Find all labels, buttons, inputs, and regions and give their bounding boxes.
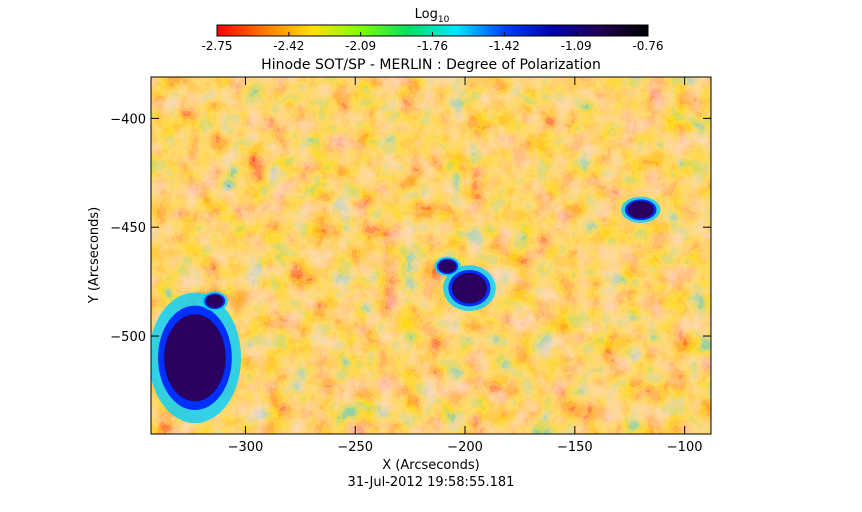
- colorbar-tick-label: -2.42: [273, 39, 304, 53]
- y-axis-label: Y (Arcseconds): [87, 207, 102, 304]
- colorbar-tick-label: -0.76: [632, 39, 663, 53]
- x-tick-label: −300: [228, 440, 264, 455]
- spot-umbra: [627, 201, 654, 219]
- sunspot-group: [151, 196, 661, 424]
- colorbar-tick-label: -2.75: [201, 39, 232, 53]
- spot-umbra: [205, 294, 224, 308]
- colorbar-tick-label: -1.76: [417, 39, 448, 53]
- y-tick-label: −400: [110, 112, 146, 127]
- x-axis: −300 −250 −200 −150 −100: [228, 77, 703, 455]
- colorbar-tick-label: -1.09: [561, 39, 592, 53]
- spot-umbra: [451, 272, 487, 304]
- colorbar-tick-label: -1.42: [489, 39, 520, 53]
- polarization-image: [151, 77, 711, 434]
- colorbar: Log10 -2.75 -2.42 -2.09 -1.76 -1.42 -1.09 -0.7…: [201, 7, 663, 53]
- timestamp: 31-Jul-2012 19:58:55.181: [348, 475, 515, 490]
- x-axis-label: X (Arcseconds): [382, 458, 479, 473]
- y-axis: −400 −450 −500: [110, 112, 711, 345]
- colorbar-label: Log10: [415, 7, 450, 25]
- spot-umbra: [438, 259, 457, 273]
- y-tick-label: −450: [110, 221, 146, 236]
- plot-title: Hinode SOT/SP - MERLIN : Degree of Polar…: [261, 57, 601, 73]
- polarization-map: [151, 77, 711, 434]
- x-tick-label: −100: [667, 440, 703, 455]
- colorbar-tick-label: -2.09: [345, 39, 376, 53]
- spot-umbra: [164, 314, 226, 402]
- x-tick-label: −200: [447, 440, 483, 455]
- x-tick-label: −150: [557, 440, 593, 455]
- colorbar-ticks: -2.75 -2.42 -2.09 -1.76 -1.42 -1.09 -0.76: [201, 32, 664, 53]
- y-tick-label: −500: [110, 330, 146, 345]
- x-tick-label: −250: [337, 440, 373, 455]
- plot-frame: [150, 76, 712, 435]
